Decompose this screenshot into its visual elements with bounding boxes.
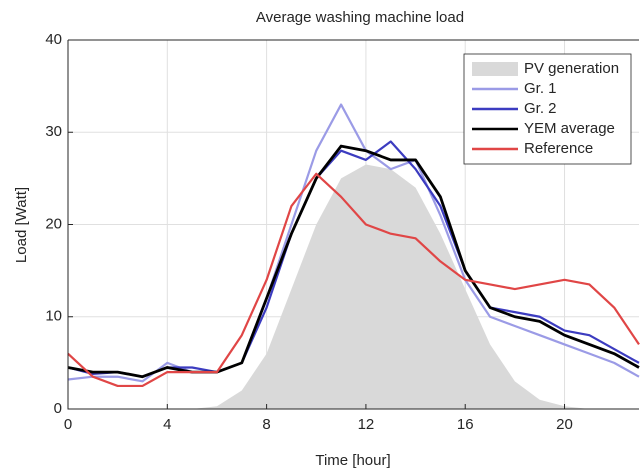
line	[67, 172, 640, 388]
y-tick-label: 30	[45, 123, 62, 140]
x-tick-label: 8	[262, 416, 270, 433]
axes: 0 10 20 30 40 0 4 8 12 16 20	[45, 31, 639, 433]
line	[67, 144, 640, 379]
y-tick-label: 20	[45, 215, 62, 232]
axis-frame	[67, 39, 639, 410]
legend-label: YEM average	[524, 120, 615, 137]
legend-swatch	[472, 62, 518, 76]
legend-label: Gr. 2	[524, 100, 557, 117]
x-tick-label: 12	[358, 416, 375, 433]
legend-label: Gr. 1	[524, 80, 557, 97]
chart-title: Average washing machine load	[256, 9, 464, 26]
y-axis-label: Load [Watt]	[13, 187, 30, 263]
line	[67, 103, 640, 383]
x-tick-label: 16	[457, 416, 474, 433]
x-tick-label: 4	[163, 416, 171, 433]
y-tick-label: 0	[54, 400, 62, 417]
area	[68, 164, 639, 409]
legend-label: PV generation	[524, 60, 619, 77]
x-tick-label: 20	[556, 416, 573, 433]
y-tick-label: 10	[45, 308, 62, 325]
legend-label: Reference	[524, 140, 593, 157]
legend: PV generation Gr. 1 Gr. 2 YEM average Refere…	[463, 53, 632, 165]
x-axis-label: Time [hour]	[315, 452, 390, 469]
y-tick-label: 40	[45, 31, 62, 48]
x-tick-label: 0	[64, 416, 72, 433]
plot-area	[67, 103, 640, 409]
